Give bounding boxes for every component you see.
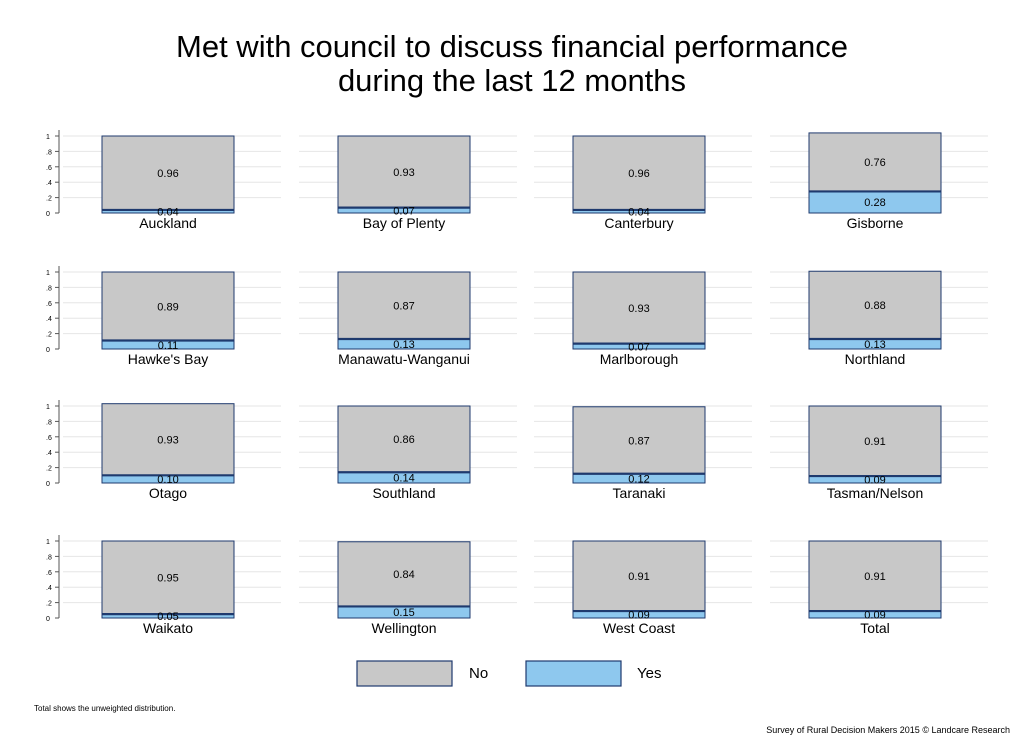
legend-swatch-yes xyxy=(525,660,622,687)
bar-no-bay-of-plenty xyxy=(337,135,471,209)
y-tick-label-4-1: .2 xyxy=(46,601,52,608)
data-label-no-total: 0.91 xyxy=(864,571,885,583)
panel-label-tasman-nelson: Tasman/Nelson xyxy=(827,485,924,501)
data-label-no-waikato: 0.95 xyxy=(157,573,178,585)
credit: Survey of Rural Decision Makers 2015 © L… xyxy=(766,725,1010,735)
y-tick-label-4-5: 1 xyxy=(46,539,50,546)
data-label-no-hawke-s-bay: 0.89 xyxy=(157,301,178,313)
data-label-yes-hawke-s-bay: 0.11 xyxy=(158,340,179,352)
y-tick-label-4-0: 0 xyxy=(46,616,50,623)
bar-no-northland xyxy=(808,270,942,340)
data-label-no-southland: 0.86 xyxy=(393,434,414,446)
data-label-yes-west-coast: 0.09 xyxy=(628,610,649,622)
data-label-no-tasman-nelson: 0.91 xyxy=(864,436,885,448)
panel-label-otago: Otago xyxy=(149,485,187,501)
panel-label-gisborne: Gisborne xyxy=(847,215,904,231)
data-label-yes-bay-of-plenty: 0.07 xyxy=(393,205,414,217)
bar-no-otago xyxy=(101,403,235,476)
y-tick-label-2-0: 0 xyxy=(46,347,50,354)
bar-no-waikato xyxy=(101,540,235,615)
data-label-no-canterbury: 0.96 xyxy=(628,168,649,180)
footnote: Total shows the unweighted distribution. xyxy=(34,704,176,713)
panel-label-manawatu-wanganui: Manawatu-Wanganui xyxy=(338,351,470,367)
panel-label-northland: Northland xyxy=(845,351,906,367)
y-tick-label-1-1: .2 xyxy=(46,196,52,203)
bar-no-west-coast xyxy=(572,540,706,612)
bar-no-canterbury xyxy=(572,135,706,211)
y-tick-label-3-4: .8 xyxy=(46,419,52,426)
y-tick-label-4-3: .6 xyxy=(46,570,52,577)
data-label-yes-waikato: 0.05 xyxy=(157,611,178,623)
data-label-no-marlborough: 0.93 xyxy=(628,303,649,315)
data-label-yes-marlborough: 0.07 xyxy=(628,341,649,353)
data-label-no-gisborne: 0.76 xyxy=(864,157,885,169)
chart-title-line2: during the last 12 months xyxy=(337,63,687,98)
data-label-yes-taranaki: 0.12 xyxy=(628,473,649,485)
y-tick-label-1-3: .6 xyxy=(46,165,52,172)
bar-no-marlborough xyxy=(572,271,706,345)
panel-label-hawke-s-bay: Hawke's Bay xyxy=(128,351,208,367)
data-label-no-manawatu-wanganui: 0.87 xyxy=(393,300,414,312)
data-label-yes-southland: 0.14 xyxy=(393,473,414,485)
panel-label-marlborough: Marlborough xyxy=(600,351,679,367)
bar-no-auckland xyxy=(101,135,235,211)
data-label-no-auckland: 0.96 xyxy=(157,168,178,180)
y-tick-label-1-5: 1 xyxy=(46,134,50,141)
bar-no-manawatu-wanganui xyxy=(337,271,471,340)
legend-label-no: No xyxy=(469,665,489,682)
y-tick-label-1-2: .4 xyxy=(46,180,52,187)
chart-title: Met with council to discuss financial pe… xyxy=(0,30,1024,98)
data-label-no-west-coast: 0.91 xyxy=(628,571,649,583)
y-tick-label-2-5: 1 xyxy=(46,270,50,277)
bar-no-total xyxy=(808,540,942,612)
panel-label-bay-of-plenty: Bay of Plenty xyxy=(363,215,446,231)
legend-label-yes: Yes xyxy=(637,665,662,682)
data-label-no-otago: 0.93 xyxy=(157,434,178,446)
y-tick-label-3-3: .6 xyxy=(46,435,52,442)
panel-label-wellington: Wellington xyxy=(371,620,436,636)
bar-no-gisborne xyxy=(808,132,942,192)
chart-title-line1: Met with council to discuss financial pe… xyxy=(176,29,848,64)
panel-label-waikato: Waikato xyxy=(143,620,193,636)
y-tick-label-2-1: .2 xyxy=(46,332,52,339)
data-label-yes-total: 0.09 xyxy=(864,610,885,622)
y-tick-label-3-2: .4 xyxy=(46,450,52,457)
data-label-yes-canterbury: 0.04 xyxy=(628,206,649,218)
data-label-yes-northland: 0.13 xyxy=(864,339,885,351)
panel-label-southland: Southland xyxy=(372,485,435,501)
panel-label-west-coast: West Coast xyxy=(603,620,675,636)
y-tick-label-3-5: 1 xyxy=(46,404,50,411)
y-tick-label-2-3: .6 xyxy=(46,301,52,308)
y-tick-label-4-4: .8 xyxy=(46,554,52,561)
data-label-no-bay-of-plenty: 0.93 xyxy=(393,167,414,179)
y-tick-label-2-2: .4 xyxy=(46,316,52,323)
panel-label-total: Total xyxy=(860,620,890,636)
panel-label-canterbury: Canterbury xyxy=(604,215,673,231)
legend-swatch-no xyxy=(356,660,453,687)
y-tick-label-3-0: 0 xyxy=(46,481,50,488)
y-tick-label-1-0: 0 xyxy=(46,211,50,218)
data-label-yes-wellington: 0.15 xyxy=(393,607,414,619)
data-label-yes-otago: 0.10 xyxy=(157,474,178,486)
data-label-no-taranaki: 0.87 xyxy=(628,435,649,447)
data-label-yes-manawatu-wanganui: 0.13 xyxy=(393,339,414,351)
bar-no-taranaki xyxy=(572,406,706,475)
y-tick-label-3-1: .2 xyxy=(46,466,52,473)
data-label-no-wellington: 0.84 xyxy=(393,569,414,581)
panel-label-taranaki: Taranaki xyxy=(613,485,666,501)
y-tick-label-1-4: .8 xyxy=(46,149,52,156)
panel-label-auckland: Auckland xyxy=(139,215,197,231)
y-tick-label-2-4: .8 xyxy=(46,285,52,292)
data-label-no-northland: 0.88 xyxy=(864,300,885,312)
bar-no-wellington xyxy=(337,541,471,607)
data-label-yes-auckland: 0.04 xyxy=(157,206,178,218)
data-label-yes-gisborne: 0.28 xyxy=(864,197,885,209)
data-label-yes-tasman-nelson: 0.09 xyxy=(864,475,885,487)
bar-no-southland xyxy=(337,405,471,473)
y-tick-label-4-2: .4 xyxy=(46,585,52,592)
